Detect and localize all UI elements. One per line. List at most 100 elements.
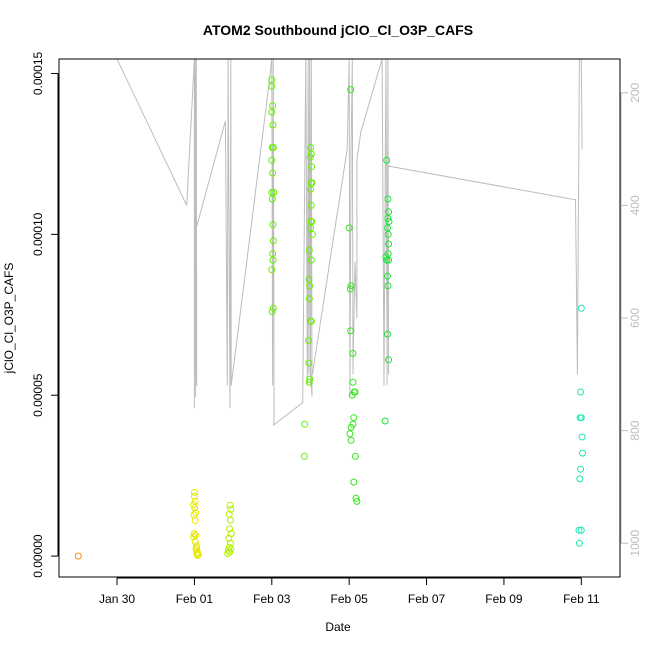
data-point [351, 452, 359, 460]
data-point [307, 201, 315, 209]
data-points-group [74, 76, 586, 560]
data-point [385, 218, 393, 225]
x-tick-label: Feb 01 [176, 592, 214, 606]
right-axis: 200 400 600 800 1000 [620, 82, 642, 557]
data-point [347, 423, 355, 431]
data-point [383, 156, 391, 164]
data-point [226, 548, 234, 556]
data-point [308, 230, 316, 238]
data-point [578, 433, 586, 441]
data-point [301, 420, 309, 428]
y-axis-label: jClO_Cl_O3P_CAFS [2, 263, 16, 375]
y-tick-label: 0.00005 [31, 373, 45, 417]
data-point [227, 505, 235, 513]
data-point [305, 359, 313, 367]
y-tick-label: 0.00000 [31, 534, 45, 578]
right-tick-label: 200 [628, 82, 642, 102]
data-point [268, 266, 276, 274]
data-point [385, 240, 393, 248]
data-point [308, 218, 316, 225]
data-point [268, 195, 276, 203]
data-point [577, 304, 585, 312]
data-point [384, 214, 392, 222]
right-tick-label: 1000 [628, 530, 642, 557]
data-point [305, 295, 313, 303]
data-point [577, 526, 585, 534]
data-point [306, 375, 314, 383]
data-point [268, 156, 276, 164]
data-point [383, 256, 391, 264]
data-point [269, 169, 277, 177]
data-point [269, 121, 277, 129]
data-point [385, 356, 393, 364]
data-point [381, 417, 389, 425]
data-point [577, 414, 585, 422]
x-tick-label: Jan 30 [99, 592, 135, 606]
data-point [307, 317, 315, 325]
data-point [74, 552, 82, 560]
data-point [191, 504, 199, 512]
data-point [350, 478, 358, 486]
right-tick-label: 800 [628, 420, 642, 440]
data-point [385, 208, 393, 216]
y-tick-label: 0.00010 [31, 212, 45, 256]
data-point [225, 543, 233, 551]
data-point [268, 108, 276, 116]
data-point [192, 509, 200, 517]
right-tick-label: 600 [628, 308, 642, 328]
data-point [306, 282, 314, 290]
pressure-track-group [116, 58, 583, 427]
data-point [384, 272, 391, 280]
data-point [190, 488, 198, 496]
data-point [347, 327, 355, 335]
data-point [269, 304, 277, 312]
x-tick-label: Feb 09 [485, 592, 523, 606]
data-point [576, 475, 584, 483]
data-point [577, 388, 584, 396]
data-point [307, 256, 315, 264]
chart-title: ATOM2 Southbound jClO_Cl_O3P_CAFS [203, 22, 473, 38]
pressure-track-line [116, 58, 583, 427]
data-point [347, 282, 355, 290]
data-point [300, 452, 308, 460]
data-point [353, 497, 361, 505]
data-point [347, 436, 355, 444]
data-point [225, 534, 233, 542]
data-point [269, 102, 277, 110]
data-point [384, 230, 392, 238]
data-point [345, 224, 353, 232]
y-axis: 0.00000 0.00005 0.00010 0.00015 [31, 51, 59, 578]
data-point [307, 185, 314, 193]
data-point [191, 538, 199, 546]
data-point [305, 246, 313, 254]
x-axis: Jan 30 Feb 01 Feb 03 Feb 05 Feb 07 Feb 09 Feb … [99, 577, 600, 606]
data-point [350, 414, 358, 422]
data-point [308, 163, 316, 171]
data-point [352, 494, 360, 502]
data-point [190, 533, 198, 541]
x-tick-label: Feb 07 [408, 592, 446, 606]
data-point [269, 237, 277, 245]
data-point [308, 179, 316, 187]
x-tick-label: Feb 03 [253, 592, 291, 606]
x-tick-label: Feb 05 [330, 592, 368, 606]
data-point [575, 526, 583, 534]
data-point [227, 545, 235, 553]
data-point [307, 153, 314, 161]
data-point [349, 378, 357, 386]
data-point [307, 150, 315, 158]
data-point [347, 86, 355, 94]
data-point [226, 516, 234, 524]
data-point [349, 349, 357, 357]
data-point [193, 550, 201, 557]
data-point [190, 492, 198, 500]
data-point [384, 330, 391, 338]
x-axis-label: Date [325, 620, 351, 634]
data-point [269, 256, 277, 264]
data-point [269, 221, 277, 229]
data-point [348, 391, 356, 399]
x-tick-label: Feb 11 [563, 592, 600, 606]
data-point [268, 189, 276, 196]
right-tick-label: 400 [628, 195, 642, 215]
